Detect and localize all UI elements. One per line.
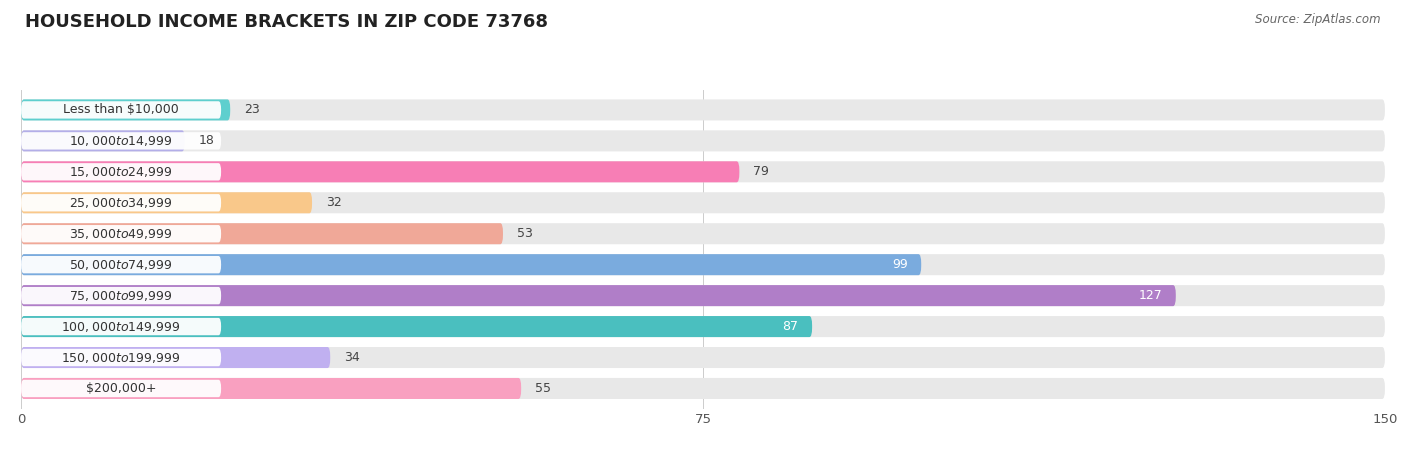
Text: 53: 53	[516, 227, 533, 240]
FancyBboxPatch shape	[21, 316, 813, 337]
Text: 127: 127	[1139, 289, 1163, 302]
FancyBboxPatch shape	[21, 256, 221, 273]
FancyBboxPatch shape	[21, 347, 1385, 368]
FancyBboxPatch shape	[21, 192, 312, 213]
Text: 99: 99	[891, 258, 908, 271]
FancyBboxPatch shape	[21, 254, 921, 275]
FancyBboxPatch shape	[21, 287, 221, 304]
Text: Less than $10,000: Less than $10,000	[63, 103, 179, 116]
Text: 23: 23	[243, 103, 260, 116]
FancyBboxPatch shape	[21, 223, 1385, 244]
FancyBboxPatch shape	[21, 380, 221, 397]
Text: $200,000+: $200,000+	[86, 382, 156, 395]
FancyBboxPatch shape	[21, 254, 1385, 275]
Text: $10,000 to $14,999: $10,000 to $14,999	[69, 134, 173, 148]
Text: 18: 18	[198, 134, 214, 147]
FancyBboxPatch shape	[21, 132, 221, 150]
Text: $150,000 to $199,999: $150,000 to $199,999	[62, 351, 181, 365]
FancyBboxPatch shape	[21, 163, 221, 180]
FancyBboxPatch shape	[21, 285, 1175, 306]
FancyBboxPatch shape	[21, 130, 184, 151]
Text: $35,000 to $49,999: $35,000 to $49,999	[69, 227, 173, 241]
FancyBboxPatch shape	[21, 161, 1385, 182]
Text: $75,000 to $99,999: $75,000 to $99,999	[69, 289, 173, 303]
Text: $100,000 to $149,999: $100,000 to $149,999	[62, 320, 181, 334]
FancyBboxPatch shape	[21, 316, 1385, 337]
Text: 32: 32	[326, 196, 342, 209]
FancyBboxPatch shape	[21, 99, 231, 120]
FancyBboxPatch shape	[21, 194, 221, 211]
FancyBboxPatch shape	[21, 99, 1385, 120]
Text: $15,000 to $24,999: $15,000 to $24,999	[69, 165, 173, 179]
Text: $25,000 to $34,999: $25,000 to $34,999	[69, 196, 173, 210]
FancyBboxPatch shape	[21, 223, 503, 244]
Text: HOUSEHOLD INCOME BRACKETS IN ZIP CODE 73768: HOUSEHOLD INCOME BRACKETS IN ZIP CODE 73…	[25, 13, 548, 31]
FancyBboxPatch shape	[21, 192, 1385, 213]
FancyBboxPatch shape	[21, 161, 740, 182]
Text: Source: ZipAtlas.com: Source: ZipAtlas.com	[1256, 13, 1381, 26]
Text: 87: 87	[783, 320, 799, 333]
FancyBboxPatch shape	[21, 225, 221, 242]
FancyBboxPatch shape	[21, 378, 522, 399]
FancyBboxPatch shape	[21, 378, 1385, 399]
FancyBboxPatch shape	[21, 347, 330, 368]
Text: 34: 34	[344, 351, 360, 364]
FancyBboxPatch shape	[21, 130, 1385, 151]
FancyBboxPatch shape	[21, 349, 221, 366]
Text: 55: 55	[534, 382, 551, 395]
Text: 79: 79	[754, 165, 769, 178]
FancyBboxPatch shape	[21, 101, 221, 119]
FancyBboxPatch shape	[21, 285, 1385, 306]
Text: $50,000 to $74,999: $50,000 to $74,999	[69, 258, 173, 272]
FancyBboxPatch shape	[21, 318, 221, 335]
